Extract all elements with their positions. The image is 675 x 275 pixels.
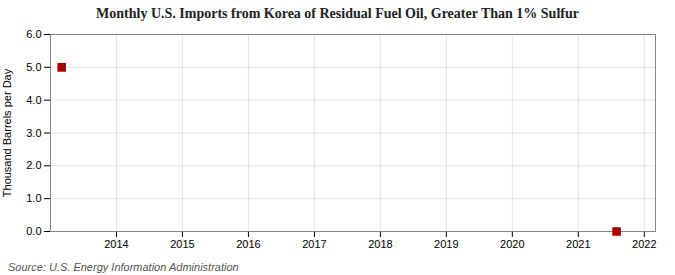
svg-text:1.0: 1.0 (26, 192, 41, 204)
svg-text:2022: 2022 (632, 238, 656, 250)
svg-text:2021: 2021 (566, 238, 590, 250)
svg-text:Thousand Barrels per Day: Thousand Barrels per Day (1, 68, 13, 197)
svg-text:3.0: 3.0 (26, 127, 41, 139)
svg-text:2017: 2017 (302, 238, 326, 250)
svg-text:6.0: 6.0 (26, 28, 41, 40)
svg-text:5.0: 5.0 (26, 61, 41, 73)
svg-text:2015: 2015 (170, 238, 194, 250)
svg-text:2018: 2018 (368, 238, 392, 250)
svg-text:2014: 2014 (104, 238, 128, 250)
html-text:Source: U.S. Energy Informatio: Source: U.S. Energy Information Administ… (8, 261, 239, 273)
svg-text:2020: 2020 (500, 238, 524, 250)
svg-text:0.0: 0.0 (26, 225, 41, 237)
svg-text:2019: 2019 (434, 238, 458, 250)
svg-text:4.0: 4.0 (26, 94, 41, 106)
svg-text:2016: 2016 (236, 238, 260, 250)
svg-text:2.0: 2.0 (26, 159, 41, 171)
html-text:Monthly U.S. Imports from Kore: Monthly U.S. Imports from Korea of Resid… (96, 6, 579, 21)
